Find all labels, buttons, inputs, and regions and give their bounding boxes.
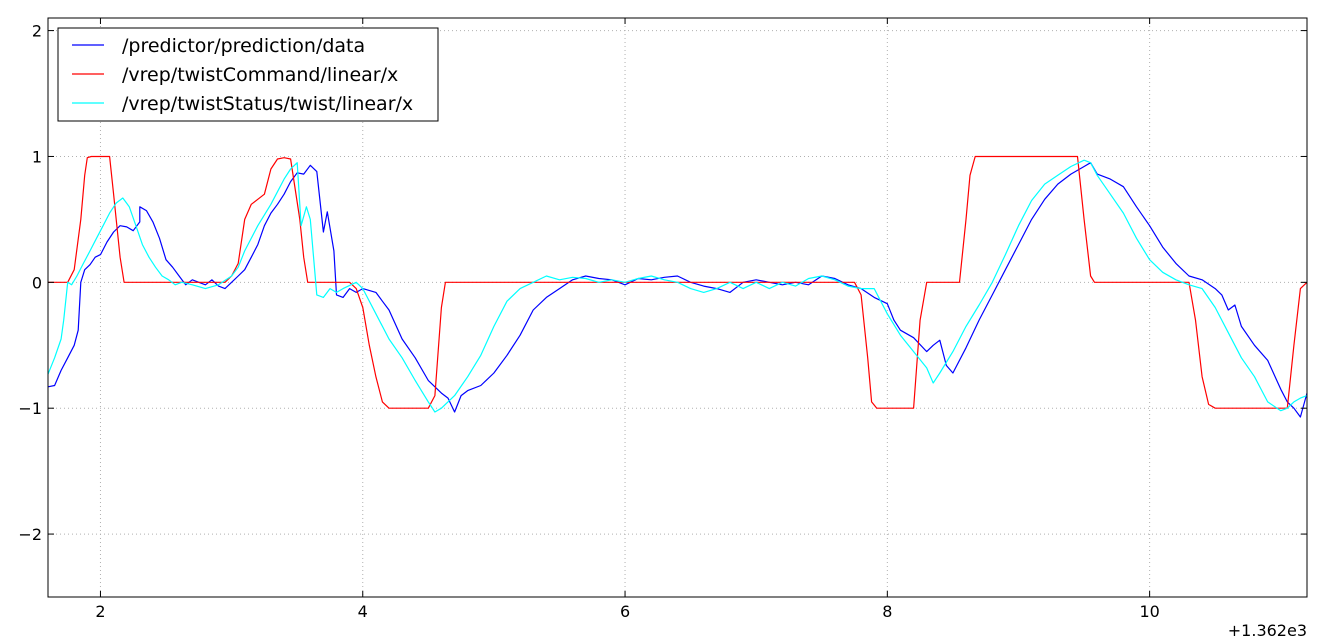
legend-label-2: /vrep/twistStatus/twist/linear/x	[122, 93, 413, 115]
series-line-0	[47, 162, 1308, 418]
legend: /predictor/prediction/data/vrep/twistCom…	[57, 27, 439, 122]
x-tick-label: 2	[95, 602, 105, 621]
legend-box	[57, 27, 439, 122]
series-line-1	[48, 155, 1308, 409]
y-tick-label: 0	[32, 273, 42, 292]
x-tick-label: 10	[1139, 602, 1159, 621]
legend-label-0: /predictor/prediction/data	[122, 35, 365, 57]
y-tick-label: 2	[32, 22, 42, 41]
y-tick-label: −2	[18, 525, 42, 544]
y-tick-label: 1	[32, 147, 42, 166]
x-axis-offset-label: +1.362e3	[1228, 621, 1307, 637]
y-tick-label: −1	[18, 399, 42, 418]
series-lines	[47, 155, 1308, 418]
x-tick-label: 8	[882, 602, 892, 621]
x-tick-label: 4	[358, 602, 368, 621]
legend-label-1: /vrep/twistCommand/linear/x	[122, 64, 398, 86]
series-line-2	[47, 159, 1308, 413]
plot-area-frame	[47, 17, 1308, 598]
x-tick-label: 6	[620, 602, 630, 621]
axis-ticks: 2 4 6 8 10 −2 −1 0 1 2	[18, 18, 1307, 621]
